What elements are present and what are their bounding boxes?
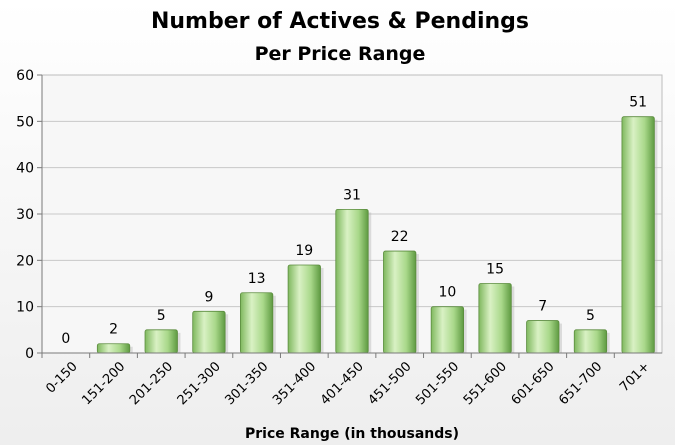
data-label-551-600: 15 (486, 262, 504, 278)
y-tick-label: 60 (16, 68, 34, 84)
data-label-201-250: 5 (157, 308, 166, 324)
bar-701+ (621, 116, 655, 354)
data-label-701+: 51 (629, 95, 647, 111)
data-label-451-500: 22 (391, 229, 409, 245)
x-axis-label: Price Range (in thousands) (245, 426, 459, 442)
y-tick-label: 40 (16, 161, 34, 177)
data-label-651-700: 5 (586, 308, 595, 324)
bar-401-450 (335, 208, 369, 354)
data-label-401-450: 31 (343, 187, 361, 203)
data-label-151-200: 2 (109, 322, 118, 338)
bar-251-300 (192, 310, 226, 354)
data-label-251-300: 9 (204, 289, 213, 305)
data-labels: 0 2 5 9 13 19 31 22 10 15 7 5 51 (61, 95, 647, 347)
y-tick-label: 50 (16, 114, 34, 130)
bar-301-350 (239, 292, 274, 354)
data-label-301-350: 13 (248, 271, 266, 287)
data-label-0-150: 0 (61, 331, 70, 347)
bar-201-250 (144, 329, 178, 354)
y-tick-label: 30 (16, 207, 34, 223)
bar-351-400 (287, 264, 321, 354)
bar-601-650 (526, 320, 560, 354)
bar-501-550 (430, 306, 464, 354)
data-label-501-550: 10 (438, 285, 456, 301)
y-axis-ticks: 0 10 20 30 40 50 60 (16, 68, 42, 362)
chart-subtitle: Per Price Range (255, 43, 426, 65)
chart-title: Number of Actives & Pendings (151, 9, 529, 34)
y-tick-label: 0 (25, 346, 34, 362)
y-tick-label: 20 (16, 253, 34, 269)
bar-551-600 (478, 283, 512, 354)
bars (96, 116, 658, 354)
data-label-351-400: 19 (295, 243, 313, 259)
y-tick-label: 10 (16, 300, 34, 316)
data-label-601-650: 7 (538, 299, 547, 315)
bar-151-200 (96, 343, 131, 354)
bar-451-500 (383, 250, 417, 354)
bar-651-700 (573, 329, 608, 354)
